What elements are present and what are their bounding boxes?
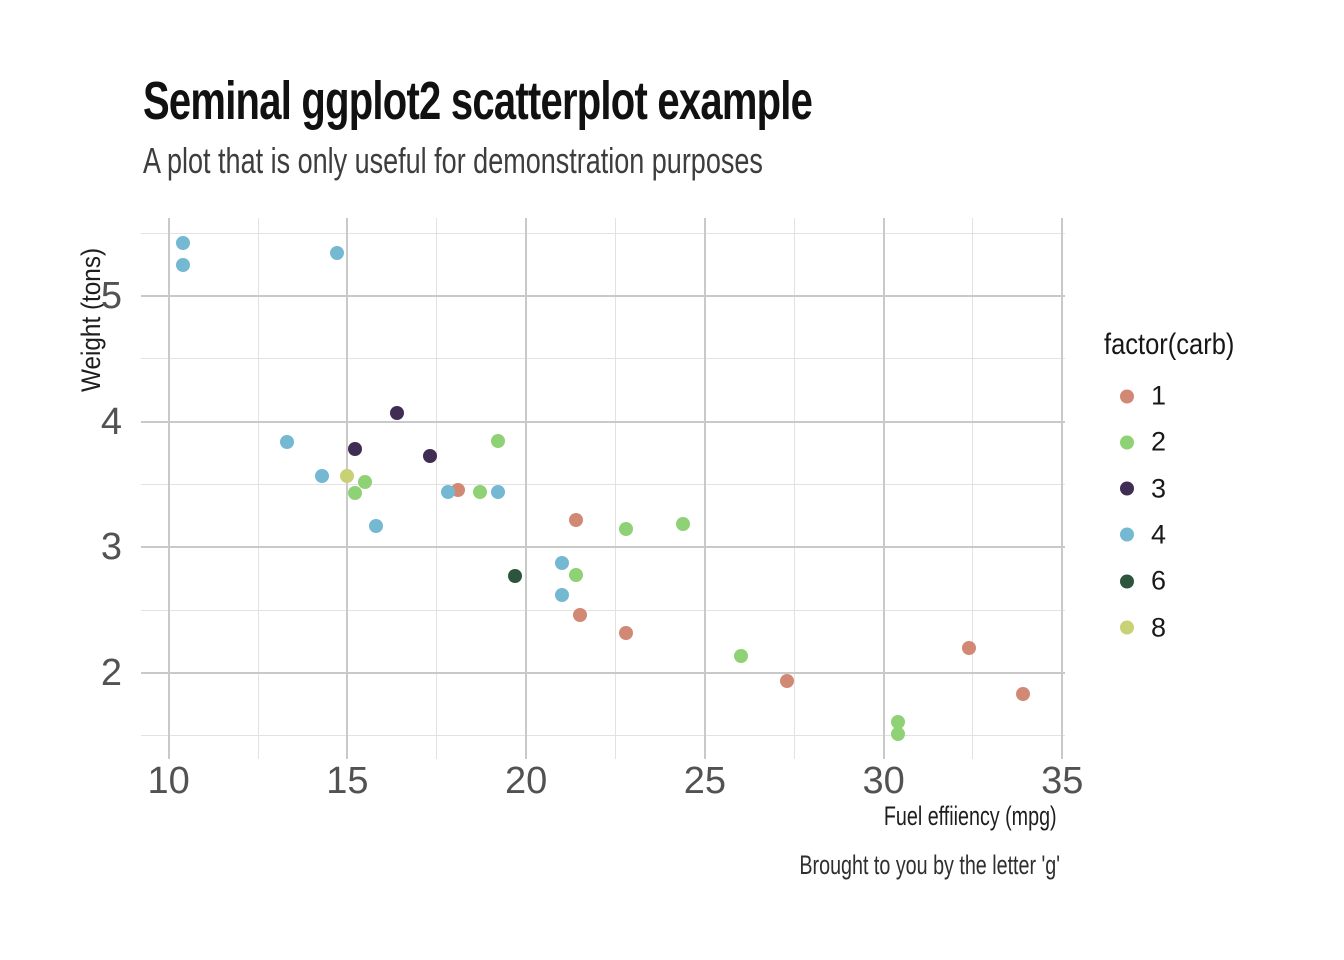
legend-item-8: 8 [1120,614,1166,641]
y-tick-label-5: 5 [100,274,122,317]
data-point-carb-4 [554,556,569,571]
data-point-carb-3 [347,442,362,457]
data-point-carb-4 [279,434,294,449]
x-tick-label-30: 30 [862,760,905,802]
data-point-carb-8 [340,468,355,483]
plot-panel [141,218,1065,759]
y-gridline-major [141,546,1065,549]
legend-swatch-icon [1120,435,1134,450]
data-point-carb-1 [962,640,977,655]
x-tick-label-25: 25 [683,760,726,802]
legend-item-3: 3 [1120,475,1166,502]
y-gridline-minor [141,735,1065,737]
legend-swatch-icon [1120,527,1134,542]
data-point-carb-2 [890,714,905,729]
legend-item-4: 4 [1120,521,1166,548]
y-axis-title: Weight (tons) [76,247,106,392]
legend-swatch-icon [1120,481,1134,496]
x-gridline-minor [615,218,616,759]
legend-label: 3 [1151,473,1167,504]
data-point-carb-1 [451,482,466,497]
legend-swatch-icon [1120,389,1134,403]
legend-label: 8 [1151,612,1167,642]
legend-label: 6 [1151,565,1167,596]
y-gridline-major [141,294,1065,297]
x-gridline-minor [793,218,795,759]
x-gridline-major [1061,218,1064,759]
legend-label: 2 [1151,426,1167,457]
data-point-carb-4 [329,245,344,260]
y-gridline-major [141,420,1065,423]
y-gridline-minor [141,609,1065,611]
x-tick-label-10: 10 [147,760,190,802]
data-point-carb-2 [733,648,748,663]
x-gridline-major [167,218,170,759]
x-gridline-major [525,218,528,759]
x-tick-label-15: 15 [326,760,369,802]
y-tick-label-2: 2 [100,652,122,695]
data-point-carb-2 [472,485,487,500]
data-point-carb-1 [569,513,584,528]
x-gridline-minor [436,218,438,759]
data-point-carb-4 [176,235,190,250]
data-point-carb-6 [508,569,523,584]
data-point-carb-4 [315,468,330,483]
legend-swatch-icon [1120,574,1134,589]
x-gridline-major [882,218,885,759]
chart-subtitle: A plot that is only useful for demonstra… [143,140,763,181]
y-tick-label-4: 4 [100,400,122,443]
chart-caption: Brought to you by the letter 'g' [799,850,1060,880]
data-point-carb-2 [347,485,362,500]
data-point-carb-4 [554,588,569,603]
data-point-carb-1 [780,674,795,689]
data-point-carb-2 [619,521,634,536]
y-gridline-major [141,672,1065,675]
legend-label: 4 [1151,519,1167,550]
legend-item-2: 2 [1120,426,1167,457]
data-point-carb-4 [369,519,384,534]
data-point-carb-2 [490,434,505,449]
x-gridline-major [346,218,349,759]
x-gridline-minor [972,218,974,759]
data-point-carb-2 [890,727,905,742]
x-tick-label-35: 35 [1041,760,1084,802]
data-point-carb-1 [572,607,587,622]
data-point-carb-1 [1016,686,1030,701]
y-gridline-minor [141,358,1065,360]
data-point-carb-1 [619,625,634,640]
data-point-carb-2 [358,475,373,490]
x-axis-title: Fuel effiiency (mpg) [884,801,1057,831]
x-gridline-major [703,218,706,759]
chart-title: Seminal ggplot2 scatterplot example [143,71,813,131]
legend-item-1: 1 [1120,380,1167,411]
data-point-carb-4 [440,485,455,500]
data-point-carb-3 [390,405,405,420]
data-point-carb-4 [490,485,505,500]
legend-title: factor(carb) [1104,328,1235,361]
y-gridline-minor [141,232,1065,234]
data-point-carb-2 [676,516,691,531]
legend-item-6: 6 [1120,565,1167,596]
y-gridline-minor [141,484,1065,486]
x-gridline-minor [257,218,259,759]
legend-swatch-icon [1120,620,1134,635]
data-point-carb-3 [422,448,437,463]
data-point-carb-4 [176,257,190,272]
x-tick-label-20: 20 [505,760,548,802]
data-point-carb-2 [569,568,584,583]
y-tick-label-3: 3 [100,526,122,569]
legend-label: 1 [1151,380,1167,411]
